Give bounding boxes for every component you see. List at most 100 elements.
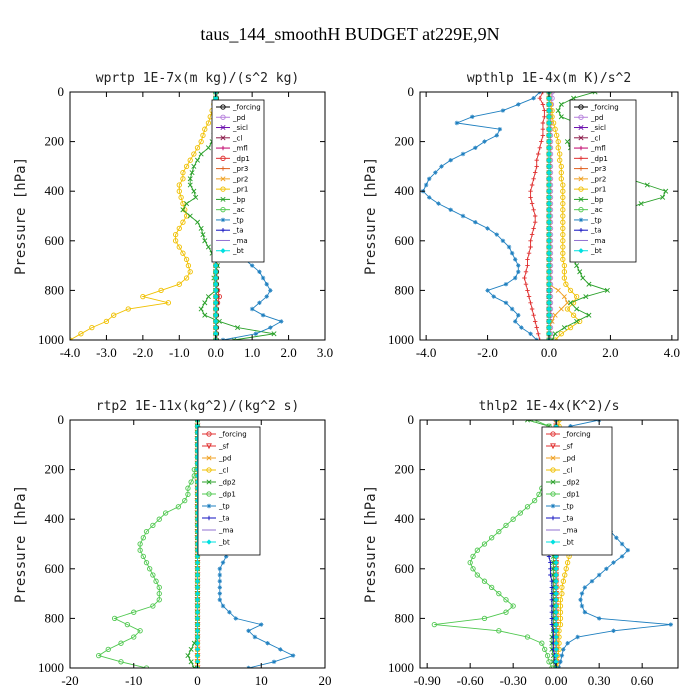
series-tp-point: [217, 566, 223, 571]
legend-item-bp-label: _bp: [590, 196, 604, 204]
series-pr1-point: [205, 120, 212, 126]
series-tp-point: [217, 579, 223, 584]
series-dp1-point: [496, 528, 502, 535]
series-bt-point: [546, 219, 552, 225]
series-pr1-point: [560, 194, 566, 201]
legend-box: [197, 426, 261, 556]
series-dp1-point: [153, 578, 159, 584]
legend-item-ta-label: _ta: [562, 515, 574, 523]
series-dp1-point: [531, 176, 536, 181]
panel-title: wprtp 1E-7x(m kg)/(s^2 kg): [96, 71, 300, 86]
series-dp1-point: [539, 640, 545, 646]
series-ta-point: [548, 572, 553, 578]
legend-item-ta-point: [206, 515, 212, 521]
series-tp-point: [264, 282, 269, 287]
series-dp1-point: [156, 597, 162, 603]
x-tick-label: -3.0: [96, 345, 117, 360]
series-pr2-point: [555, 287, 561, 293]
series-dp1: [96, 420, 201, 668]
series-dp1-point: [162, 510, 169, 516]
series-pr1-point: [140, 293, 146, 300]
series-bp-point: [583, 294, 589, 300]
series-dp1-point: [532, 319, 538, 324]
series-dp1-point: [524, 504, 531, 510]
legend-item-sicl-point: [578, 125, 584, 131]
series-dp1-point: [524, 634, 531, 640]
x-tick-label: -2.0: [133, 345, 154, 360]
series-dp1-point: [532, 170, 538, 175]
series-tp-point: [268, 325, 273, 330]
series-tp-point: [427, 195, 432, 200]
series-bt-point: [546, 287, 552, 294]
legend-item-forcing-point: [220, 104, 226, 110]
series-pr1-point: [560, 219, 566, 225]
series-bt-point: [546, 300, 552, 306]
series-pr1-point: [172, 231, 179, 238]
series-dp1-point: [147, 566, 153, 572]
series-bt-point: [546, 107, 552, 114]
series-dp1-point: [124, 621, 131, 628]
series-cl-point: [562, 572, 568, 578]
series-tp-point: [497, 127, 503, 132]
series-pr1-point: [187, 157, 193, 163]
legend-item-pr3-label: _pr3: [232, 165, 248, 173]
legend-item-pr2-point: [578, 176, 584, 182]
legend-item-forcing-label: _forcing: [562, 431, 591, 439]
series-tp-point: [233, 616, 238, 621]
x-tick-label: -1.0: [169, 345, 190, 360]
legend-item-cl-label: _cl: [562, 467, 572, 475]
series-bt-point: [546, 101, 552, 108]
series-bp-point: [663, 188, 669, 194]
series-bt-point: [546, 281, 552, 287]
series-tp-point: [625, 548, 631, 553]
y-tick-label: 600: [45, 233, 65, 248]
series-pr1-point: [89, 324, 95, 331]
series-dp1-point: [489, 584, 495, 591]
legend-item-ta-point: [220, 228, 226, 233]
series-tp-point: [257, 300, 262, 305]
series-pr2-point: [561, 294, 567, 300]
legend-item-dp1-point: [220, 155, 226, 161]
series-bp-point: [205, 145, 211, 151]
x-tick-label: 0.60: [631, 673, 654, 688]
series-tp-point: [485, 226, 490, 231]
series-dp1-point: [536, 151, 541, 157]
y-tick-label: 0: [58, 84, 65, 99]
series-tp-point: [217, 572, 223, 578]
series-bt-point: [553, 597, 559, 603]
series-tp-point: [614, 535, 619, 540]
series-tp-point: [268, 288, 273, 293]
legend-item-bt-point: [220, 248, 226, 254]
series-bp-point: [202, 238, 208, 244]
series-ta-point: [549, 579, 555, 584]
series-pr1-point: [555, 145, 561, 151]
series-tp-point: [558, 659, 563, 664]
series-pr2-point: [552, 312, 558, 318]
series-bp-point: [660, 194, 666, 200]
series-dp1-point: [131, 634, 137, 640]
series-bt-point: [553, 652, 559, 659]
y-tick-label: 400: [45, 183, 65, 198]
legend-item-forcing-label: _forcing: [590, 104, 619, 112]
series-bt-point: [546, 231, 552, 238]
legend-item-tp-label: _tp: [232, 216, 244, 224]
series-pr1-point: [561, 275, 568, 281]
series-bp-point: [592, 92, 598, 95]
legend-item-dp1-point: [578, 156, 584, 161]
series-pr1-point: [567, 287, 574, 294]
legend-item-ta-point: [550, 515, 556, 521]
legend-item-cl-label: _cl: [232, 134, 242, 142]
legend-box: [541, 426, 613, 556]
series-dp1-point: [523, 282, 529, 287]
series-dp1-point: [529, 182, 535, 188]
series-bp-point: [638, 201, 644, 207]
series-bt-point: [194, 646, 201, 653]
series-dp1-point: [150, 522, 156, 529]
legend-item-dp1-point: [550, 491, 556, 497]
series-dp1-point: [156, 584, 162, 591]
legend-item-mfl-point: [578, 145, 584, 151]
legend-item-dp2-point: [550, 479, 556, 485]
series-dp1-point: [528, 189, 533, 194]
series-bt-point: [546, 188, 552, 194]
series-tp-point: [223, 554, 229, 559]
